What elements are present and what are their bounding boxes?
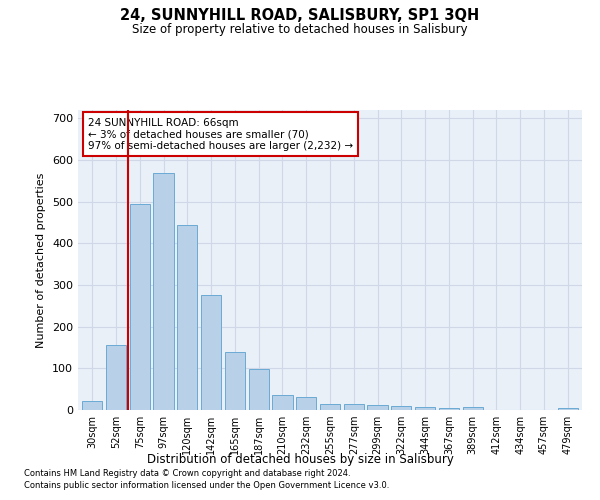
Bar xyxy=(82,401,103,410)
Bar xyxy=(225,352,245,410)
Text: Distribution of detached houses by size in Salisbury: Distribution of detached houses by size … xyxy=(146,452,454,466)
Bar xyxy=(367,405,388,410)
Y-axis label: Number of detached properties: Number of detached properties xyxy=(37,172,46,348)
Bar xyxy=(154,172,173,410)
Bar xyxy=(391,406,412,410)
Bar xyxy=(557,408,578,410)
Text: 24, SUNNYHILL ROAD, SALISBURY, SP1 3QH: 24, SUNNYHILL ROAD, SALISBURY, SP1 3QH xyxy=(121,8,479,22)
Bar xyxy=(463,406,483,410)
Bar xyxy=(272,396,293,410)
Bar xyxy=(320,404,340,410)
Bar xyxy=(296,396,316,410)
Bar xyxy=(130,204,150,410)
Bar xyxy=(415,407,435,410)
Bar xyxy=(344,404,364,410)
Bar xyxy=(106,346,126,410)
Bar xyxy=(248,369,269,410)
Text: Size of property relative to detached houses in Salisbury: Size of property relative to detached ho… xyxy=(132,22,468,36)
Bar xyxy=(177,224,197,410)
Bar xyxy=(439,408,459,410)
Text: 24 SUNNYHILL ROAD: 66sqm
← 3% of detached houses are smaller (70)
97% of semi-de: 24 SUNNYHILL ROAD: 66sqm ← 3% of detache… xyxy=(88,118,353,150)
Bar xyxy=(201,296,221,410)
Text: Contains public sector information licensed under the Open Government Licence v3: Contains public sector information licen… xyxy=(24,481,389,490)
Text: Contains HM Land Registry data © Crown copyright and database right 2024.: Contains HM Land Registry data © Crown c… xyxy=(24,468,350,477)
